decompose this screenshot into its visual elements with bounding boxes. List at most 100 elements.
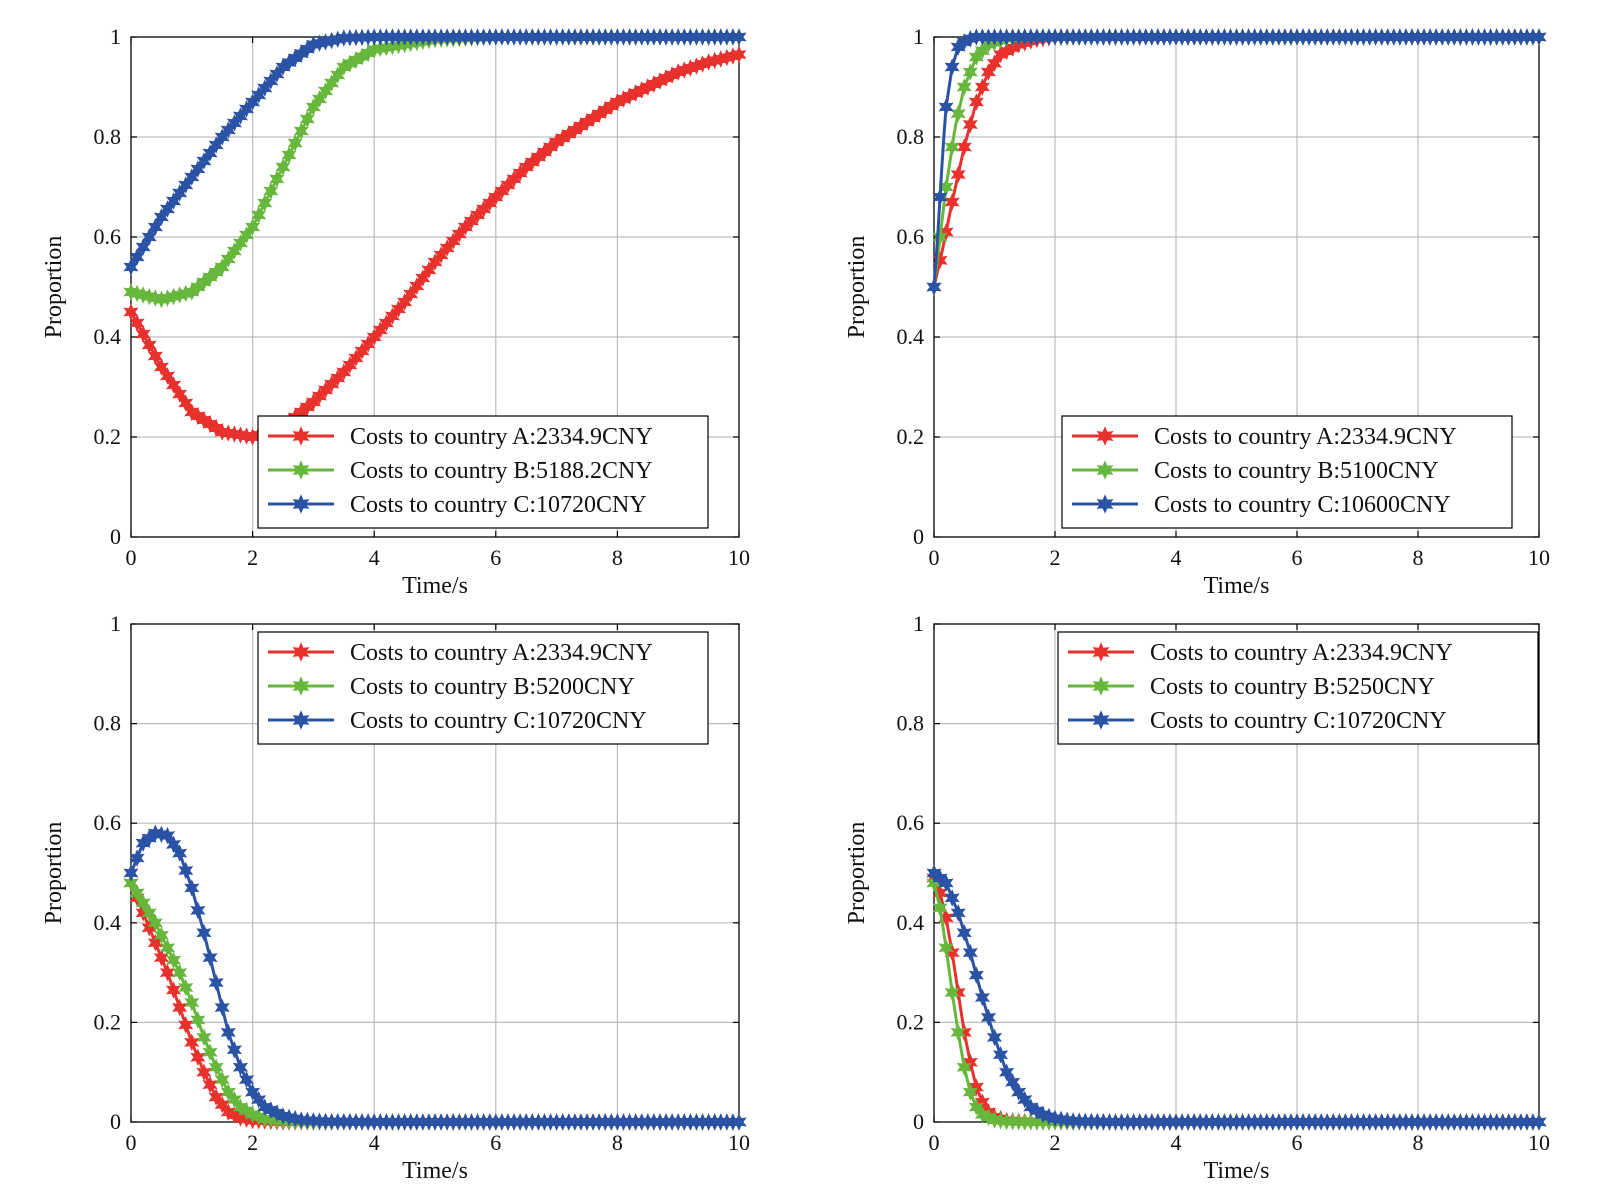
data-point-marker <box>269 170 285 188</box>
x-tick-label: 4 <box>1171 1130 1182 1155</box>
legend-star-icon <box>1092 710 1110 730</box>
data-point-marker <box>986 1028 1003 1047</box>
series-line <box>932 877 1539 1124</box>
data-point-marker <box>968 93 984 111</box>
data-point-marker <box>178 1016 194 1034</box>
data-point-marker <box>938 98 954 116</box>
data-point-marker <box>208 1058 224 1076</box>
x-tick-label: 8 <box>612 545 623 570</box>
data-point-marker <box>938 874 954 892</box>
y-axis-label: Proportion <box>41 236 67 339</box>
y-tick-label: 0 <box>110 1109 121 1134</box>
data-point-marker <box>287 134 303 152</box>
data-point-marker <box>153 926 169 944</box>
y-tick-label: 0 <box>110 524 121 549</box>
data-point-marker <box>980 1008 997 1027</box>
legend-star-icon <box>1092 676 1110 696</box>
legend-entry-label: Costs to country B:5200CNY <box>350 674 635 700</box>
data-point-marker <box>165 981 182 999</box>
x-tick-label: 2 <box>247 1130 258 1155</box>
data-point-marker <box>281 146 297 164</box>
series-line <box>932 35 1539 288</box>
data-point-marker <box>1017 1090 1033 1109</box>
x-tick-label: 2 <box>1050 545 1061 570</box>
data-point-marker <box>214 998 230 1017</box>
y-tick-label: 0.4 <box>94 324 122 349</box>
data-point-marker <box>165 951 182 969</box>
series-3 <box>123 824 747 1131</box>
data-point-marker <box>962 115 978 134</box>
legend-entry-label: Costs to country B:5250CNY <box>1150 674 1435 700</box>
data-point-marker <box>159 963 176 982</box>
data-point-marker <box>220 1083 236 1101</box>
data-point-marker <box>944 138 960 156</box>
data-point-marker <box>251 206 267 224</box>
series-line <box>129 53 740 439</box>
data-point-marker <box>184 1033 200 1052</box>
legend-star-icon <box>292 460 310 480</box>
data-point-marker <box>172 844 188 862</box>
data-point-marker <box>974 988 990 1007</box>
chart-panel-bottom-right: 0 2 4 6 8 10 0 0.2 0.4 0.6 0.8 1 Time/s Proportion Cos… <box>844 611 1550 1184</box>
y-tick-label: 0.8 <box>897 711 925 736</box>
data-point-marker <box>172 385 188 403</box>
data-point-marker <box>135 894 151 912</box>
x-tick-label: 0 <box>929 1130 940 1155</box>
x-tick-label: 6 <box>490 545 501 570</box>
data-point-marker <box>232 1058 249 1076</box>
data-point-marker <box>184 879 200 897</box>
series-3 <box>926 864 1547 1131</box>
data-point-marker <box>731 28 747 46</box>
legend-star-icon <box>292 494 310 514</box>
data-point-marker <box>220 1023 236 1042</box>
series-line <box>932 35 1539 288</box>
data-point-marker <box>123 874 139 892</box>
x-tick-label: 0 <box>126 1130 137 1155</box>
y-tick-label: 1 <box>110 24 121 49</box>
x-axis-label: Time/s <box>402 573 468 599</box>
data-point-marker <box>129 849 145 867</box>
legend-star-icon <box>292 426 310 446</box>
data-point-marker <box>938 938 954 957</box>
y-tick-label: 0.8 <box>897 124 925 149</box>
legend-entry-label: Costs to country A:2334.9CNY <box>1154 424 1457 450</box>
y-tick-label: 0.4 <box>897 324 925 349</box>
legend: Costs to country A:2334.9CNY Costs to cou… <box>257 631 709 745</box>
series-line <box>129 35 739 268</box>
data-point-marker <box>950 904 966 922</box>
data-point-marker <box>202 1043 218 1062</box>
data-point-marker <box>992 1046 1009 1064</box>
data-point-marker <box>932 899 948 917</box>
data-point-marker <box>190 1048 206 1067</box>
x-tick-label: 6 <box>490 1130 501 1155</box>
data-point-marker <box>184 993 200 1012</box>
data-point-marker <box>731 1113 747 1131</box>
legend-entry-label: Costs to country A:2334.9CNY <box>350 640 653 666</box>
data-point-marker <box>245 218 261 236</box>
y-tick-label: 1 <box>110 611 121 636</box>
data-point-marker <box>208 973 224 992</box>
x-tick-label: 2 <box>247 545 258 570</box>
y-tick-label: 0.8 <box>94 124 122 149</box>
data-point-marker <box>196 1028 212 1047</box>
data-point-marker <box>950 104 966 123</box>
y-tick-label: 0.6 <box>94 224 122 249</box>
legend-box <box>1057 631 1539 745</box>
x-tick-label: 4 <box>369 1130 380 1155</box>
legend-star-icon <box>292 710 310 730</box>
data-point-marker <box>214 1095 230 1114</box>
legend-star-icon <box>1092 642 1110 662</box>
data-point-marker <box>147 914 163 932</box>
data-point-marker <box>153 358 169 376</box>
y-tick-label: 0 <box>913 1109 924 1134</box>
y-tick-label: 0 <box>913 524 924 549</box>
y-axis-label: Proportion <box>844 822 870 925</box>
data-point-marker <box>956 924 972 942</box>
data-point-marker <box>238 1070 255 1089</box>
legend-entry-label: Costs to country A:2334.9CNY <box>350 424 653 450</box>
data-point-marker <box>950 165 966 184</box>
y-tick-label: 0.2 <box>94 424 122 449</box>
data-point-marker <box>950 1023 966 1042</box>
data-point-marker <box>141 904 157 922</box>
